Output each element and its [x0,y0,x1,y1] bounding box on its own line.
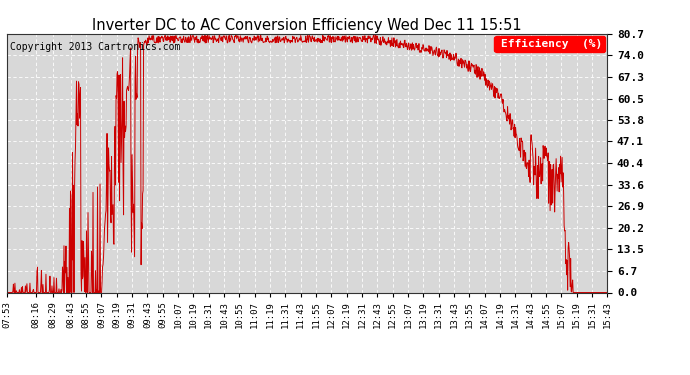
Legend: Efficiency  (%): Efficiency (%) [495,36,605,52]
Text: Copyright 2013 Cartronics.com: Copyright 2013 Cartronics.com [10,42,180,51]
Title: Inverter DC to AC Conversion Efficiency Wed Dec 11 15:51: Inverter DC to AC Conversion Efficiency … [92,18,522,33]
